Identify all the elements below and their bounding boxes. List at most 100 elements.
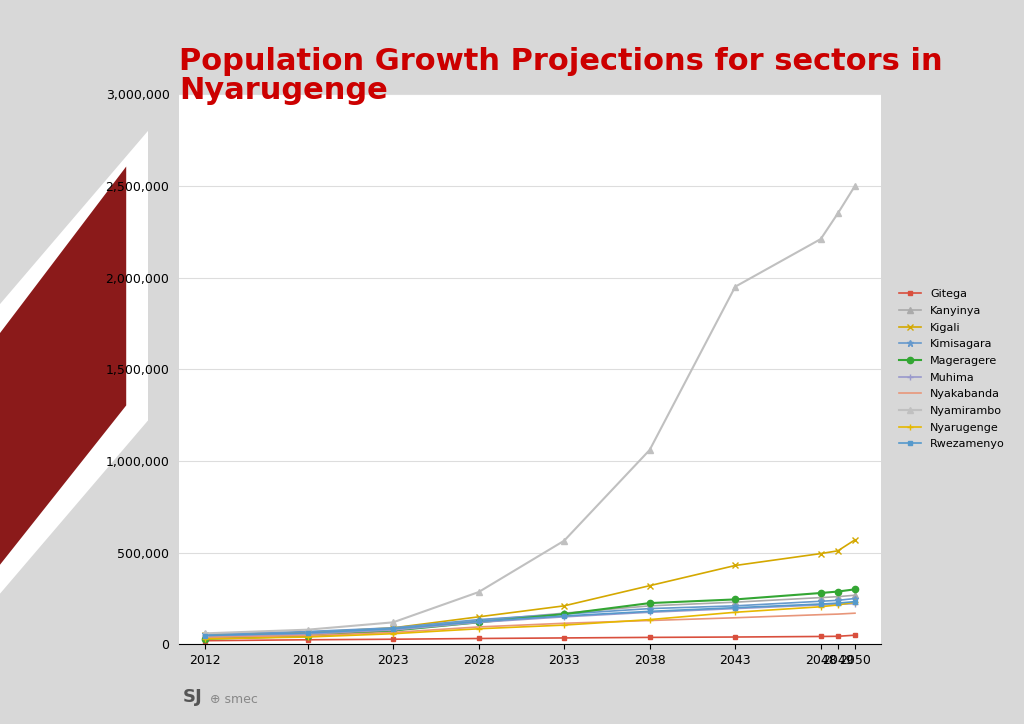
Kigali bbox=[558, 602, 570, 610]
Line: Kigali: Kigali bbox=[202, 536, 858, 639]
Line: Gitega: Gitega bbox=[203, 633, 857, 643]
Nyakabanda bbox=[301, 631, 313, 640]
Nyarugenge bbox=[815, 602, 827, 611]
Nyakabanda bbox=[815, 610, 827, 619]
Kigali bbox=[472, 613, 484, 621]
Gitega bbox=[643, 633, 655, 641]
Kanyinya bbox=[199, 633, 211, 641]
Muhima bbox=[301, 629, 313, 638]
Kanyinya bbox=[831, 592, 844, 601]
Kimisagara bbox=[387, 623, 399, 632]
Kigali bbox=[387, 623, 399, 632]
Text: ⊕ smec: ⊕ smec bbox=[210, 693, 258, 706]
Mageragere bbox=[301, 632, 313, 641]
Gitega bbox=[199, 636, 211, 645]
Kigali bbox=[815, 550, 827, 558]
Mageragere bbox=[815, 589, 827, 597]
Kimisagara bbox=[558, 610, 570, 618]
Line: Nyarugenge: Nyarugenge bbox=[202, 599, 858, 642]
Polygon shape bbox=[0, 130, 148, 594]
Rwezamenyo bbox=[558, 612, 570, 620]
Nyarugenge bbox=[301, 633, 313, 641]
Nyarugenge bbox=[472, 624, 484, 633]
Gitega bbox=[729, 633, 741, 641]
Rwezamenyo bbox=[815, 599, 827, 608]
Text: SJ: SJ bbox=[182, 688, 202, 706]
Kigali bbox=[849, 536, 861, 544]
Kanyinya bbox=[472, 616, 484, 625]
Kanyinya bbox=[558, 609, 570, 618]
Muhima bbox=[472, 618, 484, 627]
Text: Population Growth Projections for sectors in: Population Growth Projections for sector… bbox=[179, 47, 943, 76]
Mageragere bbox=[387, 626, 399, 635]
Nyamirambo bbox=[729, 282, 741, 291]
Nyakabanda bbox=[831, 610, 844, 618]
Rwezamenyo bbox=[831, 599, 844, 607]
Muhima bbox=[558, 613, 570, 621]
Gitega bbox=[301, 636, 313, 644]
Legend: Gitega, Kanyinya, Kigali, Kimisagara, Mageragere, Muhima, Nyakabanda, Nyamirambo: Gitega, Kanyinya, Kigali, Kimisagara, Ma… bbox=[895, 285, 1010, 454]
Rwezamenyo bbox=[472, 617, 484, 626]
Nyarugenge bbox=[558, 620, 570, 629]
Nyamirambo bbox=[558, 536, 570, 545]
Nyamirambo bbox=[387, 618, 399, 627]
Nyakabanda bbox=[199, 633, 211, 641]
Mageragere bbox=[472, 618, 484, 627]
Nyarugenge bbox=[729, 608, 741, 617]
Kimisagara bbox=[199, 630, 211, 639]
Kigali bbox=[643, 581, 655, 590]
Kigali bbox=[301, 628, 313, 637]
Muhima bbox=[729, 605, 741, 613]
Nyamirambo bbox=[831, 209, 844, 218]
Kimisagara bbox=[729, 602, 741, 610]
Rwezamenyo bbox=[387, 624, 399, 633]
Mageragere bbox=[831, 587, 844, 596]
Nyakabanda bbox=[387, 628, 399, 637]
Mageragere bbox=[643, 599, 655, 607]
Kanyinya bbox=[387, 626, 399, 634]
Nyakabanda bbox=[558, 619, 570, 628]
Line: Kimisagara: Kimisagara bbox=[202, 595, 858, 638]
Muhima bbox=[643, 608, 655, 617]
Kimisagara bbox=[643, 605, 655, 613]
Kigali bbox=[729, 561, 741, 570]
Nyarugenge bbox=[831, 601, 844, 610]
Kimisagara bbox=[831, 596, 844, 605]
Kimisagara bbox=[301, 627, 313, 636]
Muhima bbox=[849, 599, 861, 608]
Nyamirambo bbox=[643, 445, 655, 454]
Mageragere bbox=[729, 595, 741, 604]
Nyamirambo bbox=[472, 588, 484, 597]
Kanyinya bbox=[643, 602, 655, 610]
Mageragere bbox=[849, 585, 861, 594]
Muhima bbox=[831, 600, 844, 609]
Nyarugenge bbox=[199, 634, 211, 643]
Gitega bbox=[815, 632, 827, 641]
Nyarugenge bbox=[643, 615, 655, 624]
Nyakabanda bbox=[729, 613, 741, 622]
Line: Muhima: Muhima bbox=[202, 600, 858, 639]
Polygon shape bbox=[0, 167, 126, 565]
Nyakabanda bbox=[472, 623, 484, 631]
Muhima bbox=[199, 632, 211, 641]
Kanyinya bbox=[301, 630, 313, 639]
Kigali bbox=[831, 547, 844, 555]
Nyamirambo bbox=[849, 182, 861, 190]
Kimisagara bbox=[815, 597, 827, 605]
Rwezamenyo bbox=[849, 597, 861, 606]
Text: Nyarugenge: Nyarugenge bbox=[179, 76, 388, 105]
Kanyinya bbox=[729, 598, 741, 607]
Kanyinya bbox=[815, 593, 827, 602]
Nyakabanda bbox=[643, 616, 655, 625]
Kigali bbox=[199, 631, 211, 639]
Nyarugenge bbox=[849, 598, 861, 607]
Line: Nyamirambo: Nyamirambo bbox=[202, 183, 858, 636]
Gitega bbox=[472, 634, 484, 643]
Line: Nyakabanda: Nyakabanda bbox=[205, 613, 855, 637]
Gitega bbox=[558, 634, 570, 642]
Muhima bbox=[815, 601, 827, 610]
Nyakabanda bbox=[849, 609, 861, 618]
Mageragere bbox=[558, 610, 570, 618]
Nyamirambo bbox=[199, 629, 211, 638]
Rwezamenyo bbox=[729, 603, 741, 612]
